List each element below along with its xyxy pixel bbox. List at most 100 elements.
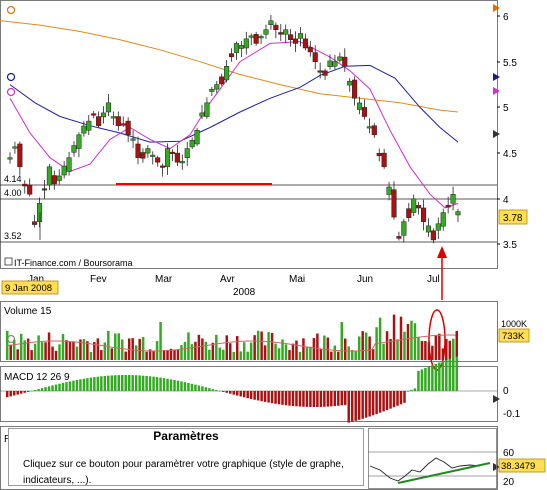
macd-bar: [392, 391, 396, 408]
volume-bar: [431, 345, 434, 360]
volume-bar: [208, 349, 211, 360]
candle-body: [307, 47, 313, 53]
volume-bar: [145, 351, 148, 360]
macd-bar: [208, 388, 211, 391]
tooltip-line-2: indicateurs, ...).: [23, 475, 92, 486]
volume-bar: [40, 342, 44, 360]
last-price-value: 3.78: [503, 213, 523, 224]
macd-bar: [284, 391, 288, 406]
macd-bar: [176, 380, 180, 391]
macd-bar: [242, 391, 246, 398]
ma-magenta-marker-icon[interactable]: [6, 87, 16, 97]
volume-bar: [427, 342, 431, 360]
macd-bar: [295, 391, 298, 407]
rsi-last-value: 38.3479: [501, 461, 535, 472]
candle-body: [41, 188, 48, 191]
macd-bar: [82, 378, 86, 391]
candle-body: [110, 116, 116, 119]
macd-bar: [197, 385, 201, 391]
volume-bar: [406, 323, 410, 360]
macd-bar: [427, 366, 431, 391]
volume-bar: [134, 345, 138, 360]
macd-bar: [215, 390, 218, 391]
candle-body: [396, 236, 402, 239]
macd-bar: [277, 391, 281, 405]
macd-bar: [375, 391, 378, 415]
volume-bar: [441, 348, 445, 360]
volume-bar: [288, 349, 291, 360]
volume-bar: [309, 346, 312, 360]
candle-body: [120, 123, 126, 126]
candle-body: [155, 157, 161, 163]
rsi-tick-60: 60: [503, 448, 515, 459]
volume-bar: [138, 338, 141, 360]
rsi-last-badge: [498, 458, 546, 473]
macd-bar: [201, 386, 204, 391]
volume-bar: [364, 332, 368, 360]
candle-body: [174, 152, 180, 163]
macd-bar: [148, 376, 152, 391]
macd-bar: [162, 378, 166, 391]
macd-bar: [441, 361, 445, 391]
candle-body: [115, 116, 121, 126]
macd-bar: [218, 390, 222, 392]
candle-body: [164, 148, 171, 168]
volume-bar: [438, 333, 441, 360]
macd-bar: [225, 391, 229, 393]
volume-bar: [378, 317, 382, 360]
macd-bar: [204, 387, 208, 391]
macd-bar: [382, 391, 385, 412]
ma-orange-marker-icon[interactable]: [6, 5, 16, 15]
candle-body: [371, 125, 377, 136]
macd-bar: [448, 358, 452, 391]
macd-bar: [190, 383, 194, 391]
volume-bar: [218, 347, 222, 360]
candle-body: [425, 225, 432, 233]
volume-average-line: [5, 334, 456, 352]
volume-bar: [72, 341, 75, 360]
macd-bar: [354, 391, 357, 421]
volume-bar: [120, 339, 124, 360]
candle-body: [233, 43, 240, 53]
price-tick: 5.5: [503, 58, 517, 69]
month-label: Jul: [427, 274, 440, 285]
macd-bar: [86, 378, 89, 391]
candle-body: [125, 120, 131, 136]
candle-body: [283, 29, 289, 35]
candle-body: [361, 107, 368, 117]
macd-bar: [340, 391, 344, 406]
volume-bar: [201, 338, 204, 360]
macd-bar: [187, 382, 190, 391]
macd-bar: [438, 362, 441, 391]
candle-body: [135, 143, 141, 158]
volume-bar: [26, 338, 30, 360]
ma-navy-marker-icon[interactable]: [6, 72, 16, 82]
macd-bar: [9, 391, 12, 397]
source-icon: [4, 257, 13, 266]
orange-arrow-icon: [493, 4, 500, 12]
macd-bar: [232, 391, 235, 395]
macd-bar: [40, 388, 44, 391]
volume-bar: [448, 340, 452, 360]
volume-bar: [173, 349, 176, 360]
volume-bar: [225, 335, 229, 360]
volume-bar: [23, 340, 26, 360]
volume-last-value: 733K: [502, 331, 525, 342]
volume-bar: [347, 346, 350, 360]
candle-body: [169, 151, 176, 154]
candle-body: [22, 183, 28, 187]
macd-bar: [445, 360, 448, 391]
macd-bar: [145, 375, 148, 391]
volume-bar: [316, 333, 319, 360]
macd-bar: [249, 391, 253, 399]
macd-bar: [58, 383, 61, 391]
macd-bar: [452, 357, 455, 391]
candle-body: [145, 148, 151, 154]
year-label: 2008: [233, 287, 256, 298]
volume-bar: [93, 341, 96, 360]
macd-bar: [30, 390, 33, 392]
volume-bar: [291, 343, 295, 360]
volume-bar: [350, 349, 354, 360]
rsi-trendline: [397, 462, 491, 484]
annotation-arrow-head: [437, 246, 447, 258]
